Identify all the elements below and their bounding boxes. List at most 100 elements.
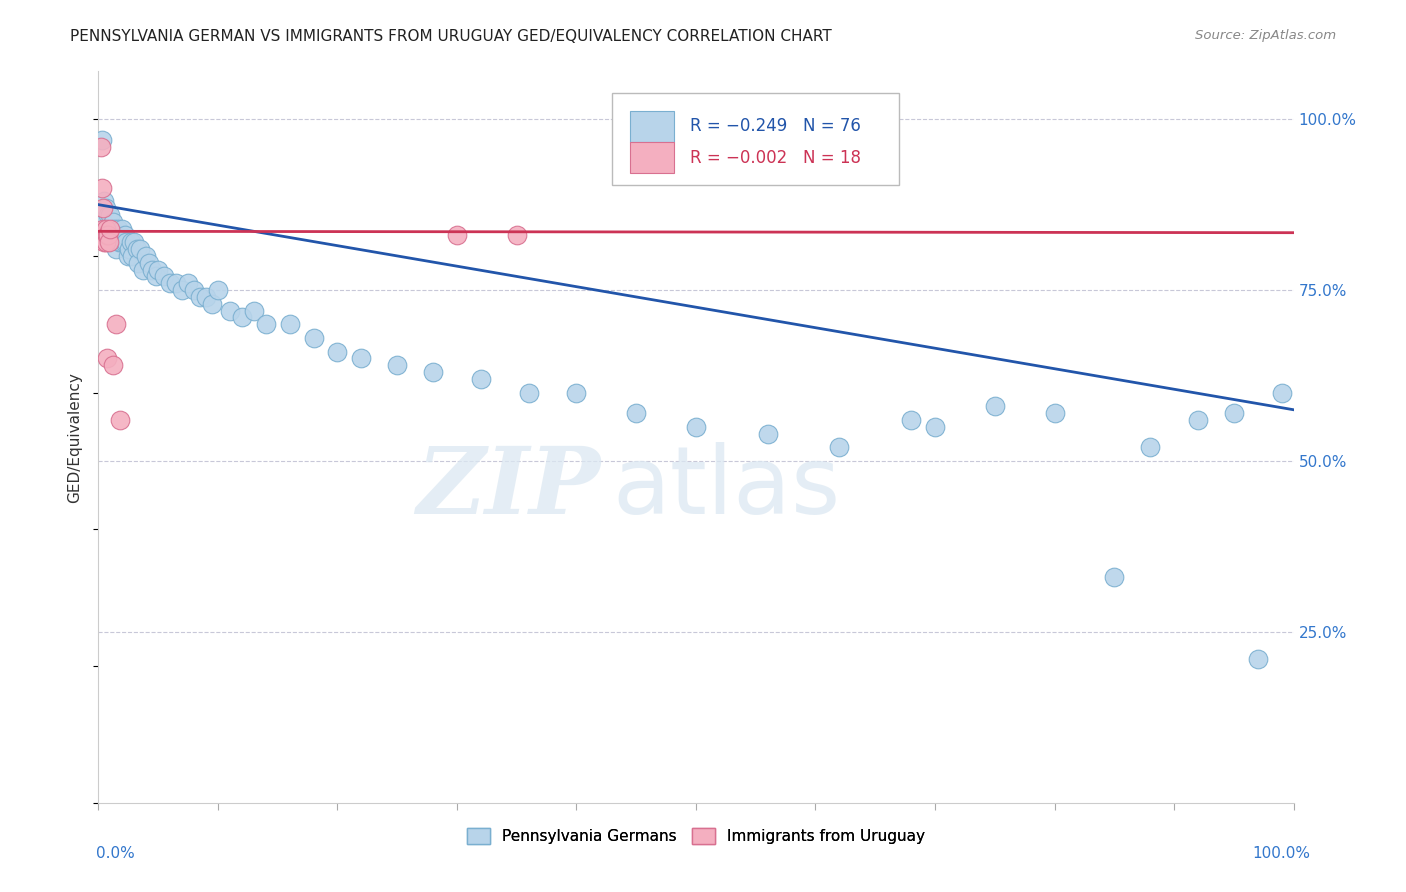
Point: [91, 201, 114, 215]
Text: atlas: atlas: [613, 442, 841, 534]
Point: [565, 385, 588, 400]
Point: [506, 228, 529, 243]
Point: [96, 351, 118, 366]
Point: [91, 180, 114, 194]
Point: [101, 359, 124, 373]
Point: [756, 426, 779, 441]
Point: [165, 277, 187, 291]
Point: [1247, 652, 1270, 666]
Point: [254, 318, 277, 332]
Point: [105, 228, 128, 243]
Point: [129, 242, 152, 256]
Point: [97, 228, 120, 243]
Point: [1043, 406, 1066, 420]
Point: [93, 228, 115, 243]
Point: [278, 318, 301, 332]
Point: [98, 235, 121, 250]
Point: [517, 385, 540, 400]
Point: [1223, 406, 1246, 420]
Text: PENNSYLVANIA GERMAN VS IMMIGRANTS FROM URUGUAY GED/EQUIVALENCY CORRELATION CHART: PENNSYLVANIA GERMAN VS IMMIGRANTS FROM U…: [70, 29, 832, 45]
Point: [97, 228, 120, 243]
Point: [91, 215, 114, 229]
Point: [153, 269, 176, 284]
Point: [107, 235, 129, 250]
FancyBboxPatch shape: [630, 111, 675, 142]
Point: [984, 400, 1007, 414]
Point: [101, 215, 124, 229]
Point: [96, 221, 118, 235]
Point: [135, 249, 157, 263]
Point: [188, 290, 211, 304]
Point: [120, 235, 142, 250]
Point: [1271, 385, 1294, 400]
Point: [900, 413, 922, 427]
Point: [93, 235, 115, 250]
Point: [96, 228, 118, 243]
Text: R = −0.249   N = 76: R = −0.249 N = 76: [690, 118, 860, 136]
Point: [302, 331, 325, 345]
Point: [145, 269, 167, 284]
Point: [207, 283, 229, 297]
Point: [127, 256, 149, 270]
Point: [104, 228, 127, 243]
Point: [1139, 440, 1161, 454]
Point: [114, 228, 136, 243]
Point: [117, 249, 139, 263]
Point: [183, 283, 205, 297]
Point: [1187, 413, 1209, 427]
Point: [108, 228, 131, 243]
Point: [626, 406, 648, 420]
Point: [125, 242, 148, 256]
Point: [100, 221, 122, 235]
Point: [94, 201, 117, 215]
Point: [101, 228, 124, 243]
FancyBboxPatch shape: [613, 94, 900, 185]
Point: [124, 235, 146, 250]
Point: [94, 221, 117, 235]
Text: ZIP: ZIP: [416, 443, 600, 533]
Point: [97, 208, 120, 222]
Point: [105, 242, 128, 256]
Point: [685, 420, 707, 434]
Point: [93, 194, 115, 209]
Text: R = −0.002   N = 18: R = −0.002 N = 18: [690, 149, 860, 167]
Point: [243, 303, 266, 318]
Point: [111, 221, 134, 235]
Point: [326, 344, 349, 359]
Point: [91, 133, 114, 147]
Y-axis label: GED/Equivalency: GED/Equivalency: [67, 372, 83, 502]
FancyBboxPatch shape: [630, 142, 675, 173]
Point: [108, 413, 131, 427]
Point: [385, 359, 409, 373]
Point: [350, 351, 373, 366]
Point: [103, 221, 125, 235]
Point: [148, 262, 170, 277]
Point: [219, 303, 242, 318]
Point: [98, 221, 122, 235]
Point: [105, 318, 128, 332]
Point: [195, 290, 218, 304]
Point: [446, 228, 468, 243]
Point: [159, 277, 181, 291]
Point: [201, 297, 224, 311]
Point: [131, 262, 153, 277]
Text: 100.0%: 100.0%: [1253, 847, 1310, 861]
Point: [98, 221, 121, 235]
Point: [422, 365, 444, 379]
Text: 0.0%: 0.0%: [96, 847, 135, 861]
Point: [470, 372, 492, 386]
Text: Source: ZipAtlas.com: Source: ZipAtlas.com: [1195, 29, 1336, 43]
Point: [177, 277, 200, 291]
Legend: Pennsylvania Germans, Immigrants from Uruguay: Pennsylvania Germans, Immigrants from Ur…: [461, 822, 931, 850]
Point: [98, 208, 122, 222]
Point: [141, 262, 163, 277]
Point: [231, 310, 253, 325]
Point: [138, 256, 160, 270]
Point: [115, 235, 138, 250]
Point: [94, 235, 117, 250]
Point: [172, 283, 194, 297]
Point: [91, 221, 114, 235]
Point: [828, 440, 851, 454]
Point: [118, 242, 141, 256]
Point: [107, 221, 129, 235]
